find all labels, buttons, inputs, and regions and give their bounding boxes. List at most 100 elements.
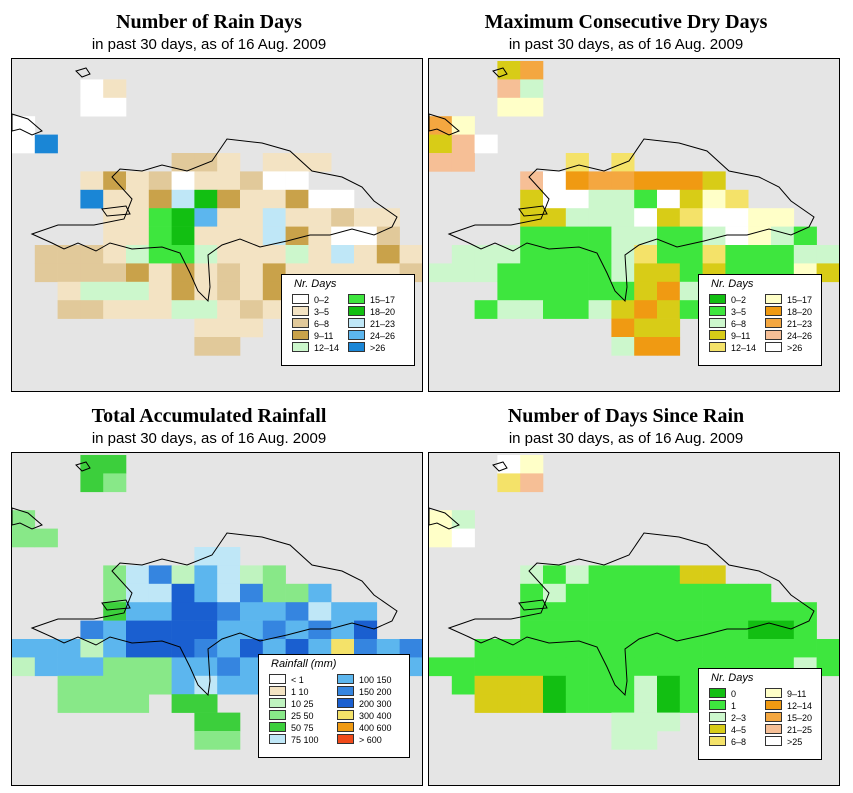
grid-cell [12, 528, 36, 548]
grid-cell [240, 300, 264, 319]
grid-cell [262, 281, 286, 301]
map-canvas [12, 67, 422, 356]
grid-cell [171, 226, 195, 246]
grid-cell [588, 171, 612, 191]
legend-label: 0 [731, 689, 737, 699]
grid-cell [217, 675, 241, 695]
grid-cell [748, 620, 772, 640]
grid-cell [725, 639, 749, 658]
legend-label: 200 300 [359, 699, 392, 709]
grid-cell [702, 208, 726, 227]
grid-cell [262, 602, 286, 621]
grid-cell [816, 263, 839, 283]
grid-cell [103, 583, 127, 603]
legend-swatch [765, 330, 782, 340]
grid-cell [520, 79, 544, 99]
grid-cell [611, 318, 635, 338]
grid-cell [240, 281, 264, 301]
grid-cell [240, 583, 264, 603]
grid-cell [354, 245, 378, 264]
grid-cell [497, 263, 521, 283]
legend-swatch [709, 294, 726, 304]
grid-cell [543, 694, 567, 713]
grid-cell [497, 61, 521, 80]
grid-cell [611, 281, 635, 301]
legend-swatch [337, 674, 354, 684]
legend-swatch [348, 294, 365, 304]
legend-swatch [337, 734, 354, 744]
coastline [429, 507, 460, 530]
grid-cell [217, 281, 241, 301]
grid-cell [34, 134, 58, 154]
grid-cell [634, 565, 658, 585]
grid-cell [240, 565, 264, 585]
grid-cell [148, 208, 172, 227]
coastline [101, 205, 131, 217]
grid-cell [725, 583, 749, 603]
grid-cell [634, 712, 658, 732]
grid-cell [793, 639, 817, 658]
grid-cell [331, 245, 355, 264]
grid-cell [285, 620, 309, 640]
grid-cell [308, 153, 332, 172]
grid-cell [520, 675, 544, 695]
grid-cell [103, 189, 127, 209]
grid-cell [793, 226, 817, 246]
grid-cell [12, 116, 36, 135]
legend-swatch [292, 342, 309, 352]
panel-rain-days: Number of Rain Days in past 30 days, as … [3, 10, 423, 395]
grid-cell [34, 657, 58, 677]
grid-cell [634, 171, 658, 191]
grid-cell [497, 675, 521, 695]
grid-cell [126, 602, 150, 621]
grid-cell [520, 208, 544, 227]
grid-cell [354, 602, 378, 621]
grid-cell [793, 620, 817, 640]
grid-cell [376, 245, 400, 264]
grid-cell [611, 153, 635, 172]
grid-cell [171, 153, 195, 172]
grid-cell [611, 639, 635, 658]
legend-swatch [765, 712, 782, 722]
grid-cell [451, 263, 475, 283]
grid-cell [262, 226, 286, 246]
legend-label: > 600 [359, 735, 382, 745]
grid-cell [240, 318, 264, 338]
legend-label: 1 [731, 701, 737, 711]
grid-cell [657, 300, 681, 319]
legend-dry-days: Nr. Days 0–2 3–5 6–8 9–11 12–14 15–17 18–20 21–… [698, 274, 822, 366]
grid-cell [217, 731, 241, 750]
grid-cell [399, 245, 422, 264]
legend-label: 100 150 [359, 675, 392, 685]
grid-cell [171, 694, 195, 713]
grid-cell [217, 657, 241, 677]
grid-cell [588, 675, 612, 695]
grid-cell [451, 153, 475, 172]
grid-cell [126, 208, 150, 227]
grid-cell [565, 171, 589, 191]
grid-cell [611, 337, 635, 356]
grid-cell [679, 208, 703, 227]
grid-cell [725, 226, 749, 246]
grid-cell [240, 602, 264, 621]
grid-cell [679, 583, 703, 603]
grid-cell [725, 620, 749, 640]
grid-cell [217, 583, 241, 603]
grid-cell [12, 510, 36, 529]
grid-cell [148, 602, 172, 621]
legend-swatch [269, 722, 286, 732]
legend-swatch [348, 342, 365, 352]
grid-cell [285, 583, 309, 603]
grid-cell [679, 675, 703, 695]
grid-cell [611, 731, 635, 750]
grid-cell [520, 226, 544, 246]
grid-cell [285, 245, 309, 264]
grid-cell [126, 657, 150, 677]
grid-cell [34, 639, 58, 658]
grid-cell [748, 639, 772, 658]
grid-cell [634, 318, 658, 338]
grid-cell [148, 245, 172, 264]
grid-cell [634, 657, 658, 677]
panel-title: Maximum Consecutive Dry Days [484, 11, 768, 33]
grid-cell [657, 208, 681, 227]
